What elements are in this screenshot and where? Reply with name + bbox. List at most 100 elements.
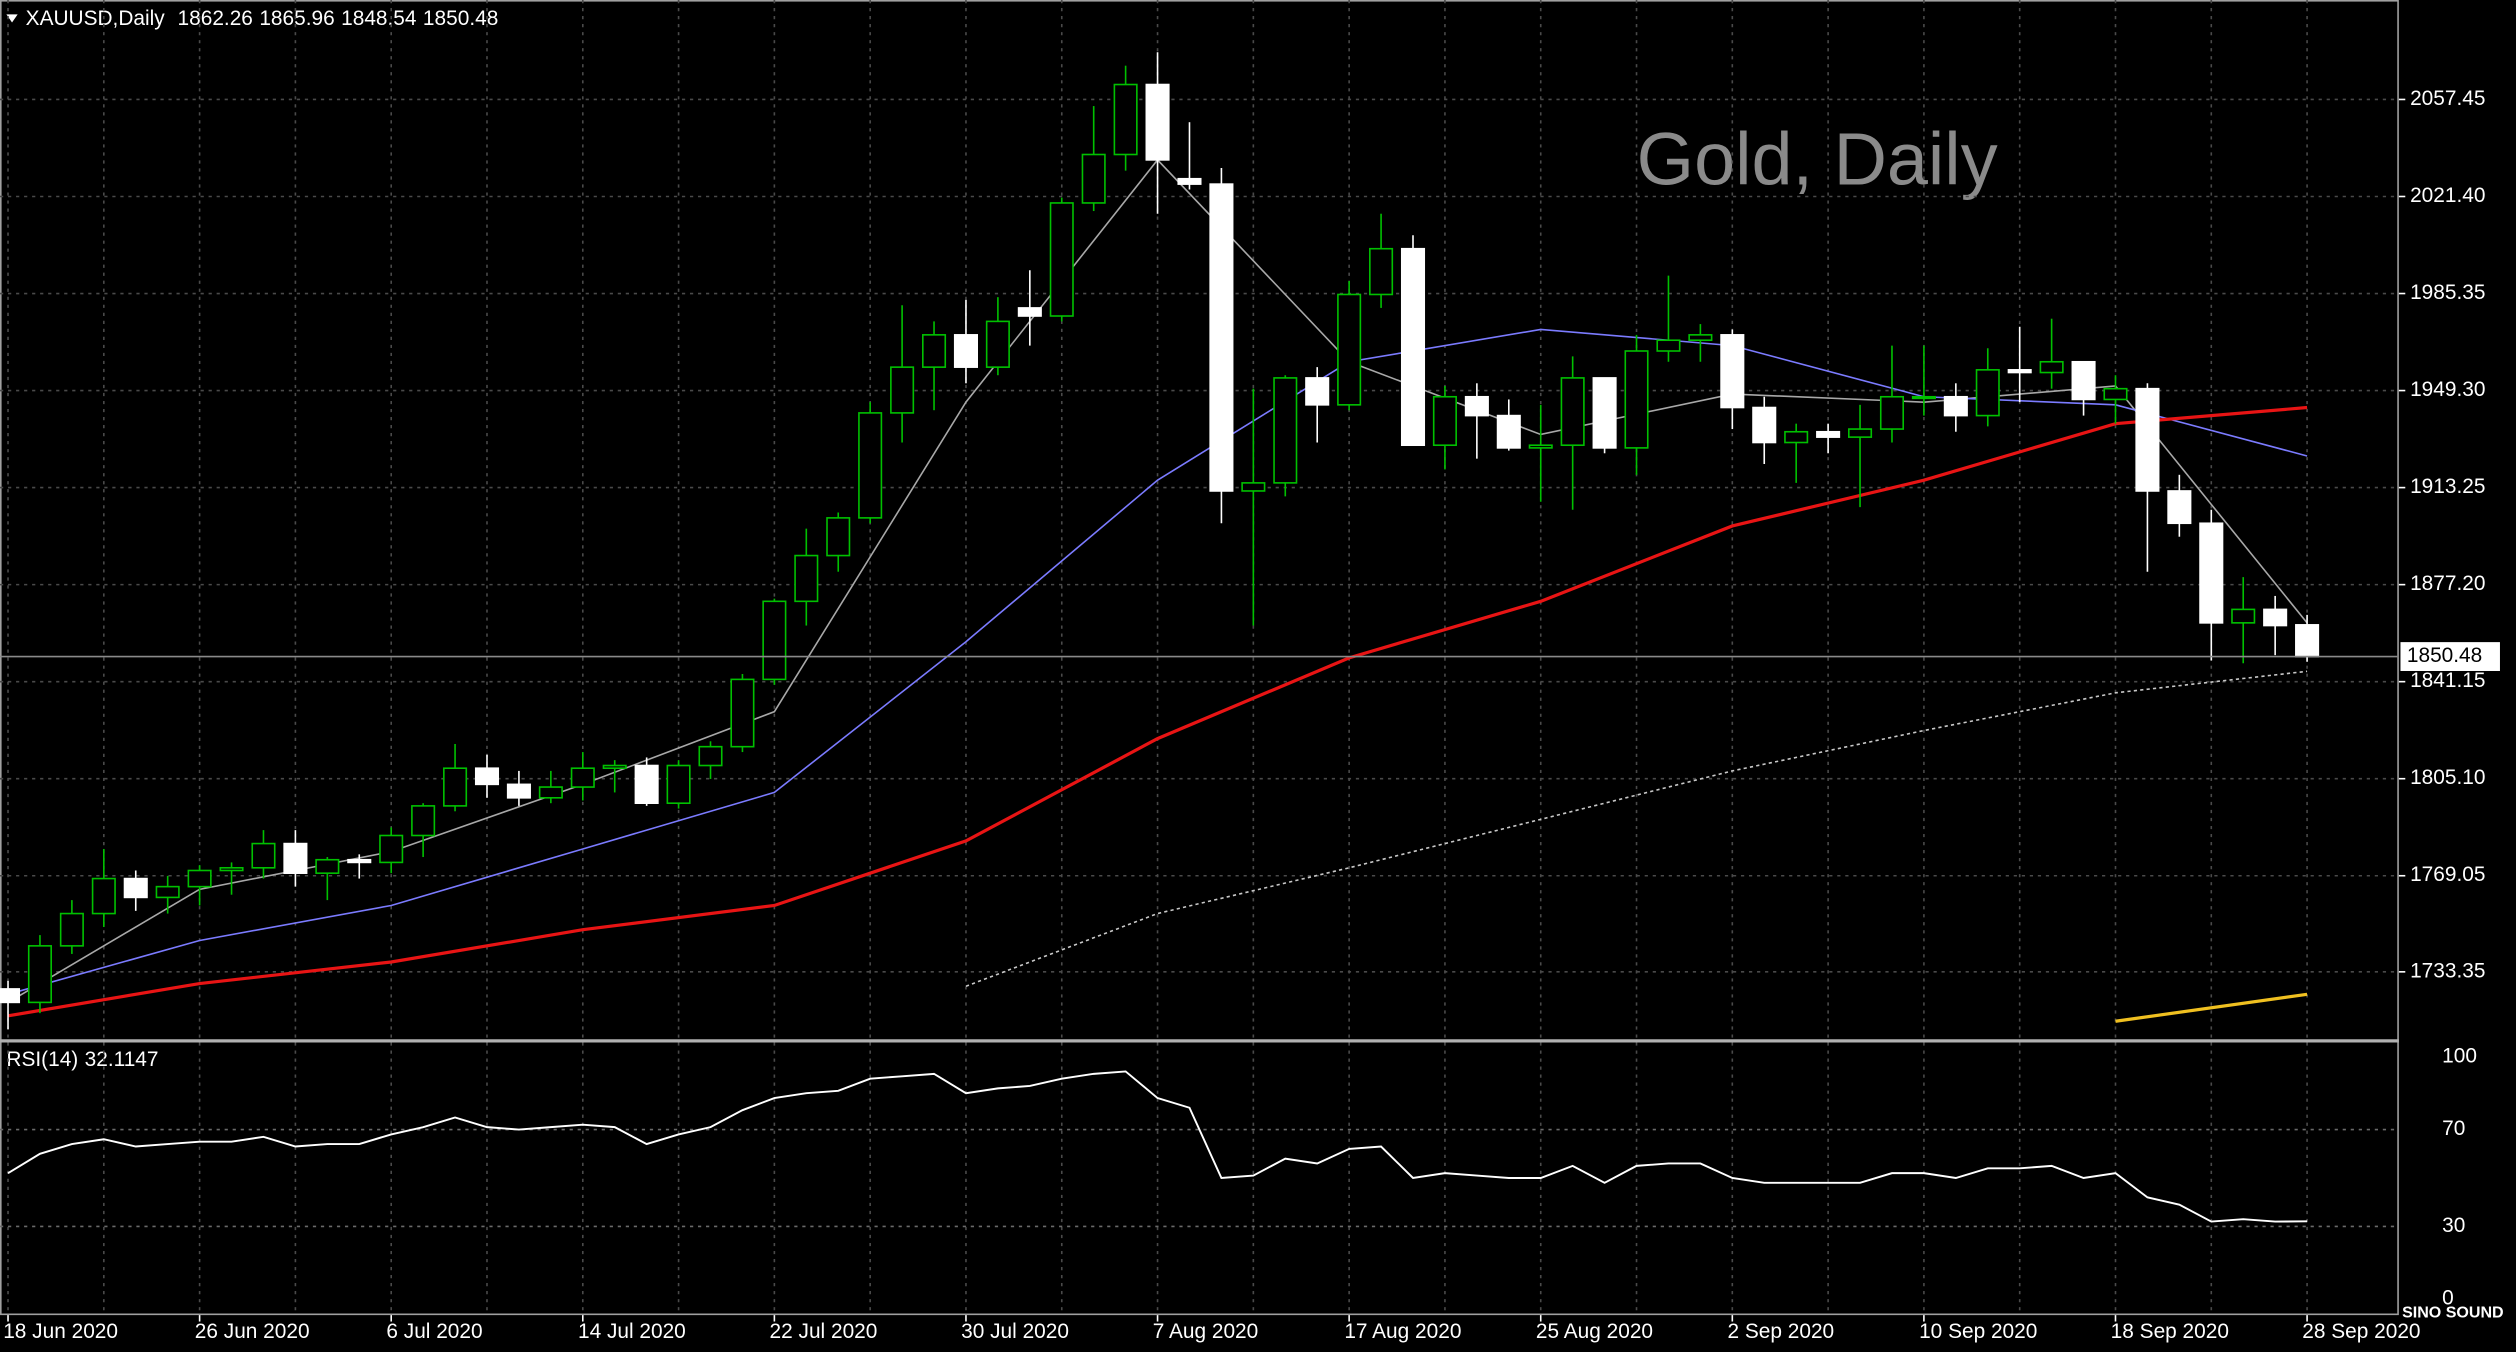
rsi-tick-label: 100	[2442, 1044, 2477, 1067]
candle-body	[1017, 307, 1042, 317]
candle-body	[953, 334, 978, 368]
candle-body	[1624, 350, 1649, 449]
candle-body	[1241, 482, 1266, 492]
candle-body	[1432, 395, 1457, 447]
candle-body	[1081, 153, 1106, 204]
y-tick-label: 1949.30	[2410, 378, 2485, 401]
plot-frame	[0, 0, 2399, 1316]
x-tick-label: 26 Jun 2020	[195, 1320, 310, 1343]
y-tick-label: 2057.45	[2410, 87, 2485, 110]
candle-body	[251, 842, 276, 869]
y-tick-label: 1877.20	[2410, 572, 2485, 595]
x-tick-label: 30 Jul 2020	[961, 1320, 1069, 1343]
candle-body	[826, 517, 851, 557]
candle-body	[27, 945, 52, 1004]
candle-body	[2103, 387, 2128, 401]
candle-body	[1911, 395, 1936, 400]
candle-body	[698, 745, 723, 767]
menu-triangle	[6, 14, 18, 23]
x-tick-label: 22 Jul 2020	[770, 1320, 878, 1343]
logo: SINO SOUND	[2402, 1304, 2504, 1322]
candle-body	[1113, 83, 1138, 156]
candle-body	[474, 767, 500, 786]
candle-body	[123, 877, 148, 899]
rsi-title: RSI(14)	[6, 1048, 78, 1071]
candle-body	[1496, 414, 1521, 449]
candle-body	[921, 334, 947, 368]
candle-body	[1305, 377, 1330, 406]
price-label: 1850.48	[2407, 644, 2482, 667]
x-tick-label: 7 Aug 2020	[1153, 1320, 1259, 1343]
x-tick-label: 17 Aug 2020	[1344, 1320, 1461, 1343]
x-tick-label: 2 Sep 2020	[1728, 1320, 1835, 1343]
candle-body	[985, 320, 1010, 368]
x-tick-label: 18 Sep 2020	[2111, 1320, 2229, 1343]
rsi-tick-label: 30	[2442, 1214, 2465, 1237]
y-tick-label: 1985.35	[2410, 281, 2485, 304]
candle-body	[1528, 444, 1553, 449]
candle-body	[1560, 377, 1585, 447]
candle-body	[858, 412, 883, 519]
candle-body	[1337, 293, 1362, 406]
candle-body	[91, 877, 116, 915]
candle-body	[1752, 406, 1777, 444]
rsi-tick-label: 70	[2442, 1117, 2465, 1140]
y-tick-label: 1805.10	[2410, 766, 2485, 789]
candle-body	[1400, 247, 1426, 447]
rsi-tick-label: 0	[2442, 1287, 2454, 1310]
candle-body	[506, 783, 531, 799]
candle-body	[570, 767, 595, 788]
candle-body	[2039, 360, 2064, 374]
candle-body	[0, 988, 21, 1004]
candle-body	[2199, 522, 2224, 624]
candle-body	[2007, 369, 2032, 374]
candle-body	[634, 764, 659, 805]
y-tick-label: 1769.05	[2410, 863, 2485, 886]
candle-body	[1177, 177, 1202, 185]
candle-body	[443, 767, 468, 807]
rsi-line	[7, 1070, 2308, 1223]
candle-body	[1816, 430, 1841, 438]
y-tick-label: 1733.35	[2410, 959, 2485, 982]
rsi-value: 32.1147	[85, 1048, 159, 1071]
candle-body	[411, 805, 436, 837]
candle-body	[1049, 202, 1074, 317]
high-value: 1865.96	[259, 7, 334, 30]
candle-body	[59, 912, 84, 947]
low-value: 1848.54	[341, 7, 416, 30]
candle-body	[155, 885, 180, 899]
watermark-title: Gold, Daily	[1637, 118, 1998, 201]
x-tick-label: 6 Jul 2020	[386, 1320, 482, 1343]
open-value: 1862.26	[178, 7, 253, 30]
candle-body	[2071, 360, 2096, 401]
candle-body	[1656, 339, 1681, 352]
y-tick-label: 1913.25	[2410, 475, 2485, 498]
candle-body	[666, 764, 691, 805]
candle-body	[762, 600, 787, 681]
header: XAUUSD,Daily 1862.26 1865.96 1848.54 1850.48	[26, 7, 499, 30]
candle-body	[1464, 395, 1489, 417]
x-tick-label: 18 Jun 2020	[3, 1320, 118, 1343]
candle-body	[1975, 369, 2000, 417]
candle-body	[1592, 377, 1617, 449]
x-tick-label: 10 Sep 2020	[1919, 1320, 2037, 1343]
candle-body	[315, 858, 340, 874]
close-value: 1850.48	[423, 7, 498, 30]
candle-body	[602, 764, 627, 770]
candle-body	[730, 678, 755, 748]
candle-body	[794, 554, 819, 603]
candle-body	[1688, 334, 1713, 342]
candle-body	[2263, 608, 2288, 627]
price-box	[2400, 642, 2500, 671]
symbol: XAUUSD,Daily	[26, 7, 166, 30]
ma-line	[2115, 992, 2308, 1023]
candle-body	[1943, 395, 1968, 417]
candle-body	[283, 842, 308, 874]
candle-body	[1784, 430, 1809, 444]
candle-body	[890, 366, 915, 414]
candle-body	[1369, 247, 1394, 296]
candle-body	[2231, 608, 2256, 624]
candle-body	[187, 869, 212, 888]
